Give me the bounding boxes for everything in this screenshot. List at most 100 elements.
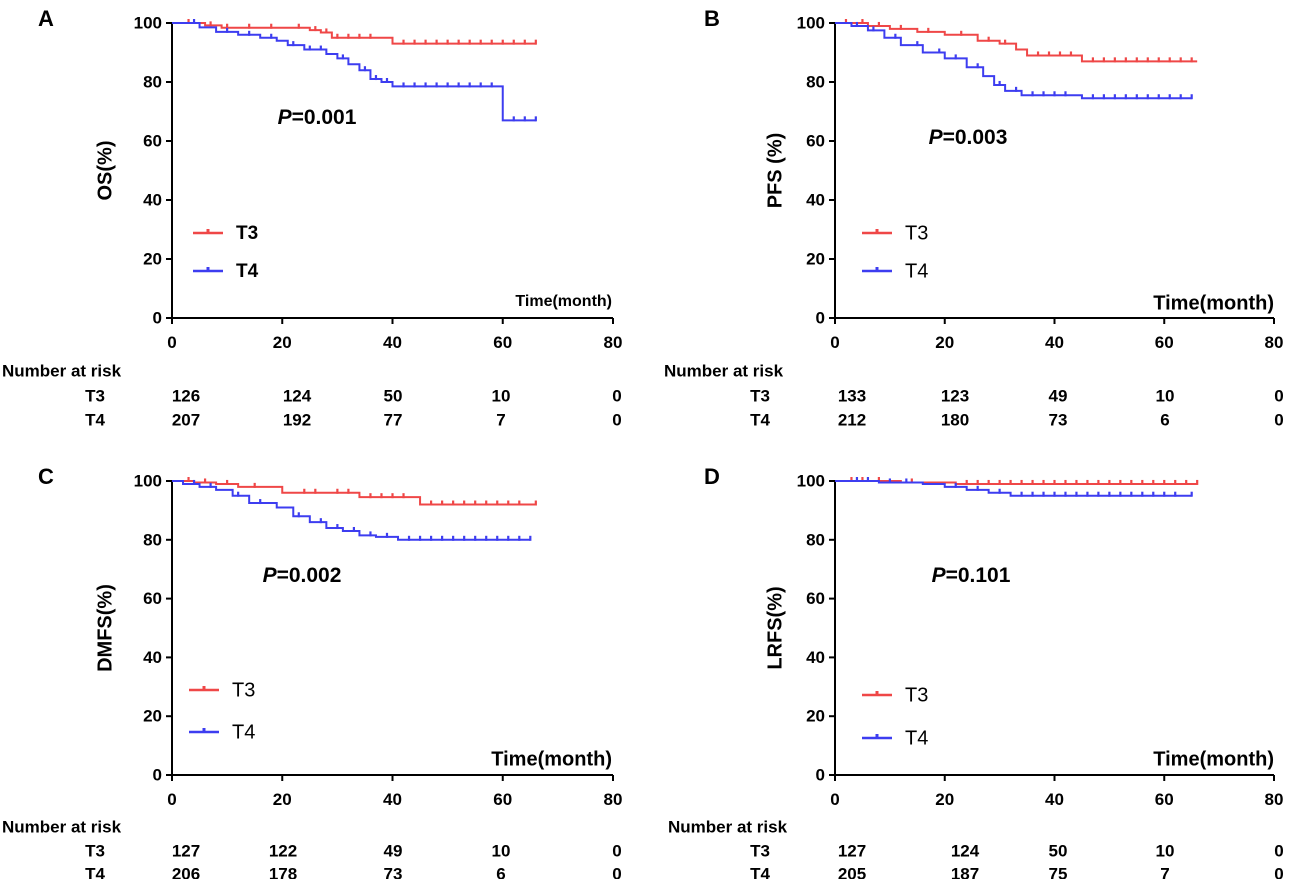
- risk-value-t4: 6: [496, 864, 505, 879]
- risk-value-t4: 7: [1160, 864, 1169, 879]
- risk-value-t4: 0: [612, 410, 621, 429]
- y-tick-label: 100: [797, 471, 825, 490]
- y-tick-label: 100: [134, 13, 162, 32]
- legend-label-t3: T3: [905, 222, 928, 244]
- y-tick-label: 40: [806, 190, 825, 209]
- risk-row-label-t3: T3: [85, 841, 105, 860]
- risk-value-t4: 0: [612, 864, 621, 879]
- x-tick-label: 20: [273, 790, 292, 809]
- risk-value-t3: 127: [838, 841, 866, 860]
- x-tick-label: 60: [493, 790, 512, 809]
- y-axis-label: PFS (%): [764, 133, 786, 209]
- p-value-number: =0.001: [292, 106, 357, 129]
- risk-table-title: Number at risk: [2, 361, 122, 380]
- y-tick-label: 0: [153, 765, 162, 784]
- x-tick-label: 20: [273, 333, 292, 352]
- risk-value-t3: 10: [1156, 841, 1175, 860]
- y-axis-label: LRFS(%): [764, 586, 786, 669]
- y-tick-label: 80: [806, 72, 825, 91]
- x-tick-label: 0: [830, 333, 839, 352]
- panel-label: A: [38, 6, 54, 31]
- panel-label: D: [704, 464, 720, 489]
- p-value-number: =0.002: [277, 564, 342, 587]
- y-tick-label: 100: [134, 471, 162, 490]
- x-tick-label: 40: [1045, 333, 1064, 352]
- x-tick-label: 80: [604, 790, 623, 809]
- x-tick-label: 80: [1265, 790, 1284, 809]
- x-tick-label: 0: [167, 333, 176, 352]
- risk-row-label-t3: T3: [85, 386, 105, 405]
- legend-label-t3: T3: [236, 223, 258, 244]
- risk-value-t3: 0: [612, 841, 621, 860]
- risk-value-t3: 126: [172, 386, 200, 405]
- risk-row-label-t4: T4: [85, 410, 105, 429]
- y-tick-label: 40: [143, 190, 162, 209]
- y-tick-label: 40: [806, 648, 825, 667]
- risk-value-t3: 50: [384, 386, 403, 405]
- x-axis-label: Time(month): [491, 748, 612, 770]
- risk-value-t3: 10: [492, 841, 511, 860]
- x-axis-label: Time(month): [1153, 748, 1274, 770]
- p-value-symbol: P: [929, 126, 944, 149]
- risk-table-title: Number at risk: [668, 817, 788, 836]
- risk-value-t3: 10: [1156, 386, 1175, 405]
- risk-value-t4: 7: [496, 410, 505, 429]
- y-axis-label: DMFS(%): [94, 584, 116, 672]
- km-curve-t4: [172, 480, 531, 541]
- y-tick-label: 0: [816, 308, 825, 327]
- y-tick-label: 80: [143, 530, 162, 549]
- x-tick-label: 40: [1045, 790, 1064, 809]
- y-tick-label: 60: [143, 589, 162, 608]
- x-tick-label: 60: [1155, 333, 1174, 352]
- y-tick-label: 80: [143, 72, 162, 91]
- y-tick-label: 20: [143, 249, 162, 268]
- risk-value-t3: 124: [283, 386, 312, 405]
- p-value: P=0.101: [932, 564, 1011, 587]
- p-value-symbol: P: [263, 564, 278, 587]
- y-tick-label: 60: [143, 131, 162, 150]
- risk-row-label-t4: T4: [85, 864, 105, 879]
- km-curve-t3: [172, 480, 536, 506]
- y-tick-label: 20: [806, 707, 825, 726]
- y-tick-label: 60: [806, 131, 825, 150]
- y-tick-label: 20: [806, 249, 825, 268]
- risk-value-t4: 187: [951, 864, 979, 879]
- y-axis-label: OS(%): [94, 141, 116, 201]
- risk-value-t4: 192: [283, 410, 311, 429]
- risk-value-t4: 73: [384, 864, 403, 879]
- p-value-symbol: P: [932, 564, 947, 587]
- risk-value-t3: 133: [838, 386, 866, 405]
- x-tick-label: 40: [383, 333, 402, 352]
- legend-label-t4: T4: [905, 727, 928, 749]
- panel-label: B: [704, 6, 720, 31]
- y-tick-label: 0: [816, 765, 825, 784]
- risk-row-label-t4: T4: [750, 410, 770, 429]
- risk-value-t4: 180: [941, 410, 969, 429]
- p-value: P=0.002: [263, 564, 342, 587]
- risk-value-t4: 0: [1274, 410, 1283, 429]
- risk-value-t3: 49: [1049, 386, 1068, 405]
- risk-value-t4: 207: [172, 410, 200, 429]
- km-curve-t4: [172, 22, 536, 122]
- risk-value-t3: 123: [941, 386, 969, 405]
- risk-value-t3: 50: [1049, 841, 1068, 860]
- risk-value-t4: 6: [1160, 410, 1169, 429]
- legend-label-t3: T3: [905, 684, 928, 706]
- risk-table-title: Number at risk: [664, 361, 784, 380]
- p-value: P=0.003: [929, 126, 1008, 149]
- x-axis-label: Time(month): [515, 293, 612, 310]
- risk-value-t3: 124: [951, 841, 980, 860]
- x-tick-label: 80: [604, 333, 623, 352]
- risk-value-t3: 0: [1274, 386, 1283, 405]
- p-value: P=0.001: [278, 106, 357, 129]
- x-tick-label: 60: [1155, 790, 1174, 809]
- x-tick-label: 0: [167, 790, 176, 809]
- x-tick-label: 40: [383, 790, 402, 809]
- risk-row-label-t4: T4: [750, 864, 770, 879]
- y-tick-label: 100: [797, 13, 825, 32]
- km-curve-t3: [172, 22, 536, 45]
